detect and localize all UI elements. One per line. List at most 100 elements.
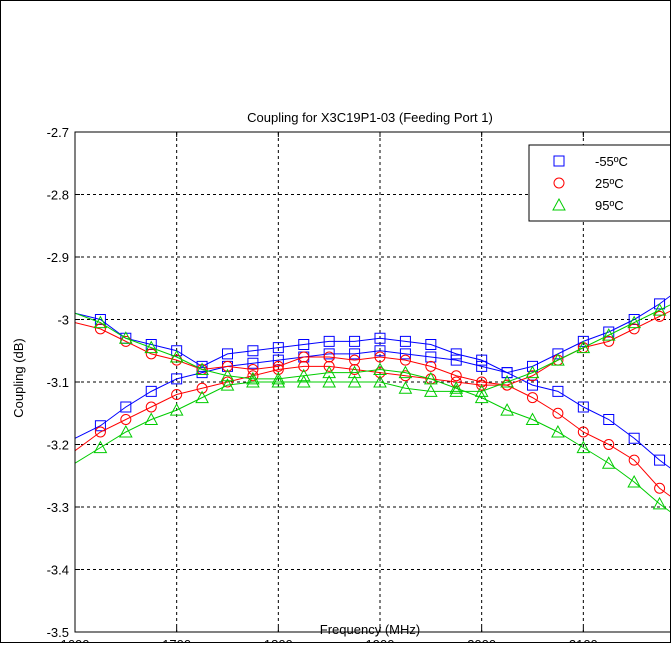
- data-point-triangle: [169, 349, 184, 363]
- data-point-triangle: [169, 403, 184, 416]
- data-point-triangle: [296, 374, 311, 388]
- legend-marker-circle: [553, 177, 565, 189]
- data-point-square: [450, 348, 462, 360]
- data-point-square: [171, 373, 183, 385]
- data-point-circle: [171, 389, 183, 400]
- data-point-triangle: [423, 371, 438, 385]
- legend-label: -55ºC: [595, 154, 628, 169]
- data-point-circle: [654, 310, 666, 322]
- data-point-triangle: [576, 440, 591, 454]
- legend-label: 95ºC: [595, 198, 624, 213]
- data-point-circle: [374, 351, 386, 363]
- data-point-triangle: [525, 412, 540, 425]
- data-point-square: [501, 367, 513, 379]
- y-axis-label: Coupling (dB): [11, 338, 26, 418]
- data-point-triangle: [551, 424, 565, 438]
- data-point-circle: [577, 426, 589, 438]
- data-point-triangle: [220, 368, 235, 382]
- data-point-circle: [222, 360, 233, 372]
- data-point-square: [603, 326, 615, 338]
- y-tick-label: -3: [57, 313, 69, 328]
- grid-lines: [75, 132, 671, 632]
- data-point-circle: [450, 376, 462, 388]
- data-point-triangle: [525, 365, 540, 379]
- x-tick-label: 1700: [162, 637, 191, 642]
- series-line-triangle: [75, 312, 671, 513]
- data-point-circle: [476, 379, 488, 391]
- data-point-circle: [94, 323, 106, 335]
- data-point-square: [94, 420, 106, 432]
- series-line-circle: [75, 322, 671, 498]
- y-tick-label: -3.5: [47, 625, 69, 640]
- data-point-circle: [298, 360, 310, 372]
- data-point-triangle: [93, 315, 108, 329]
- x-tick-label: 2000: [467, 637, 496, 642]
- data-point-triangle: [627, 315, 642, 329]
- data-point-circle: [145, 348, 157, 360]
- data-point-triangle: [449, 381, 464, 394]
- data-point-circle: [476, 376, 488, 388]
- data-point-square: [527, 360, 538, 372]
- data-point-triangle: [449, 384, 464, 397]
- legend-box: [528, 144, 671, 222]
- data-point-circle: [272, 364, 284, 375]
- data-point-triangle: [118, 331, 133, 344]
- data-point-circle: [349, 354, 361, 366]
- data-point-circle: [628, 454, 640, 466]
- data-point-triangle: [322, 374, 337, 388]
- y-tick-label: -3.3: [47, 500, 69, 515]
- data-point-triangle: [144, 340, 159, 354]
- data-point-square: [323, 348, 335, 360]
- data-point-square: [171, 345, 183, 357]
- data-point-square: [603, 414, 615, 425]
- data-point-square: [476, 360, 488, 372]
- data-point-triangle: [296, 368, 311, 382]
- data-point-triangle: [652, 303, 667, 316]
- data-point-triangle: [246, 371, 260, 385]
- data-point-triangle: [195, 390, 209, 404]
- data-point-triangle: [271, 371, 286, 385]
- data-point-circle: [247, 370, 259, 382]
- data-point-circle: [247, 364, 259, 375]
- legend: -55ºC 25ºC 95ºC: [528, 144, 671, 222]
- data-point-circle: [222, 376, 233, 388]
- data-point-triangle: [423, 384, 438, 397]
- data-point-square: [247, 345, 259, 357]
- x-tick-label: 1900: [366, 637, 395, 642]
- chart-title: Coupling for X3C19P1-03 (Feeding Port 1): [247, 110, 493, 125]
- data-point-square: [425, 351, 437, 363]
- data-point-square: [628, 314, 640, 325]
- y-tick-label: -3.4: [47, 563, 69, 578]
- data-point-square: [654, 454, 666, 466]
- series-layer: [75, 294, 671, 513]
- data-point-square: [399, 348, 411, 360]
- y-tick-label: -2.7: [47, 125, 69, 140]
- data-point-square: [399, 335, 411, 347]
- data-point-circle: [272, 360, 284, 372]
- data-point-circle: [323, 360, 335, 372]
- x-tick-label: 1800: [264, 637, 293, 642]
- y-tick-label: -2.9: [47, 250, 69, 265]
- data-point-circle: [94, 426, 106, 438]
- legend-marker-square: [553, 155, 565, 167]
- data-point-square: [145, 385, 157, 397]
- data-point-square: [577, 335, 589, 347]
- data-point-square: [527, 379, 538, 391]
- data-point-triangle: [474, 384, 489, 397]
- data-point-square: [450, 354, 462, 366]
- data-point-triangle: [144, 412, 159, 425]
- data-point-triangle: [322, 365, 337, 379]
- data-point-circle: [628, 323, 640, 335]
- data-point-square: [323, 335, 335, 347]
- data-point-square: [552, 348, 564, 360]
- data-point-circle: [323, 351, 335, 363]
- data-point-circle: [349, 364, 361, 375]
- data-point-square: [374, 332, 386, 344]
- data-point-square: [628, 432, 640, 444]
- data-point-square: [577, 401, 589, 413]
- data-point-square: [272, 342, 284, 354]
- data-point-triangle: [271, 374, 286, 388]
- data-point-triangle: [601, 328, 616, 341]
- data-point-circle: [603, 335, 615, 347]
